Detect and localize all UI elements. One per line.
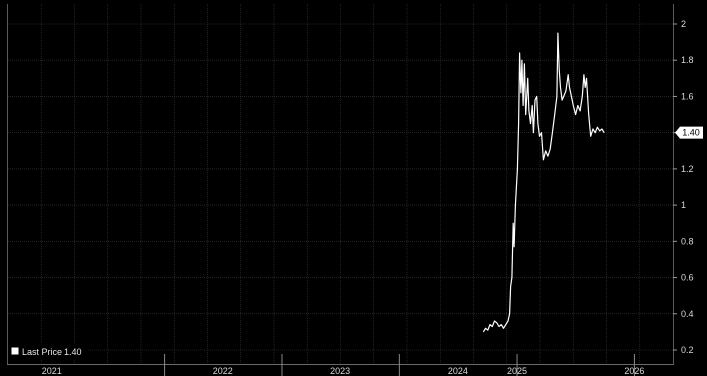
horizontal-grid <box>8 23 673 351</box>
vertical-grid <box>40 4 641 364</box>
x-tick-label: 2026 <box>624 366 644 376</box>
legend-box <box>8 343 88 359</box>
x-axis-ticks: 2021 2022 2023 2024 2025 2026 <box>42 366 645 376</box>
x-tick-label: 2023 <box>330 366 350 376</box>
year-dividers <box>164 354 635 376</box>
legend-last-value: 1.40 <box>64 347 82 357</box>
y-tick-label: 0.6 <box>681 273 694 283</box>
y-tick-label: 0.8 <box>681 236 694 246</box>
legend: Last Price 1.40 <box>8 343 88 359</box>
y-tick-label: 2 <box>681 19 686 29</box>
series-layer <box>482 32 605 333</box>
legend-series-name: Last Price <box>22 347 62 357</box>
last-price-tag <box>675 126 703 139</box>
x-tick-label: 2025 <box>507 366 527 376</box>
last-price-label: 1.40 <box>675 126 703 139</box>
y-tick-label: 1.8 <box>681 55 694 65</box>
x-tick-label: 2021 <box>42 366 62 376</box>
y-tick-label: 0.2 <box>681 345 694 355</box>
y-tick-label: 0.4 <box>681 309 694 319</box>
last-price-tag-value: 1.40 <box>682 128 700 138</box>
legend-swatch <box>11 347 19 355</box>
series-line-last-price <box>482 32 605 333</box>
y-tick-label: 1.6 <box>681 91 694 101</box>
y-tick-label: 1 <box>681 200 686 210</box>
x-tick-label: 2022 <box>213 366 233 376</box>
y-tick-label: 1.2 <box>681 164 694 174</box>
x-tick-label: 2024 <box>448 366 468 376</box>
